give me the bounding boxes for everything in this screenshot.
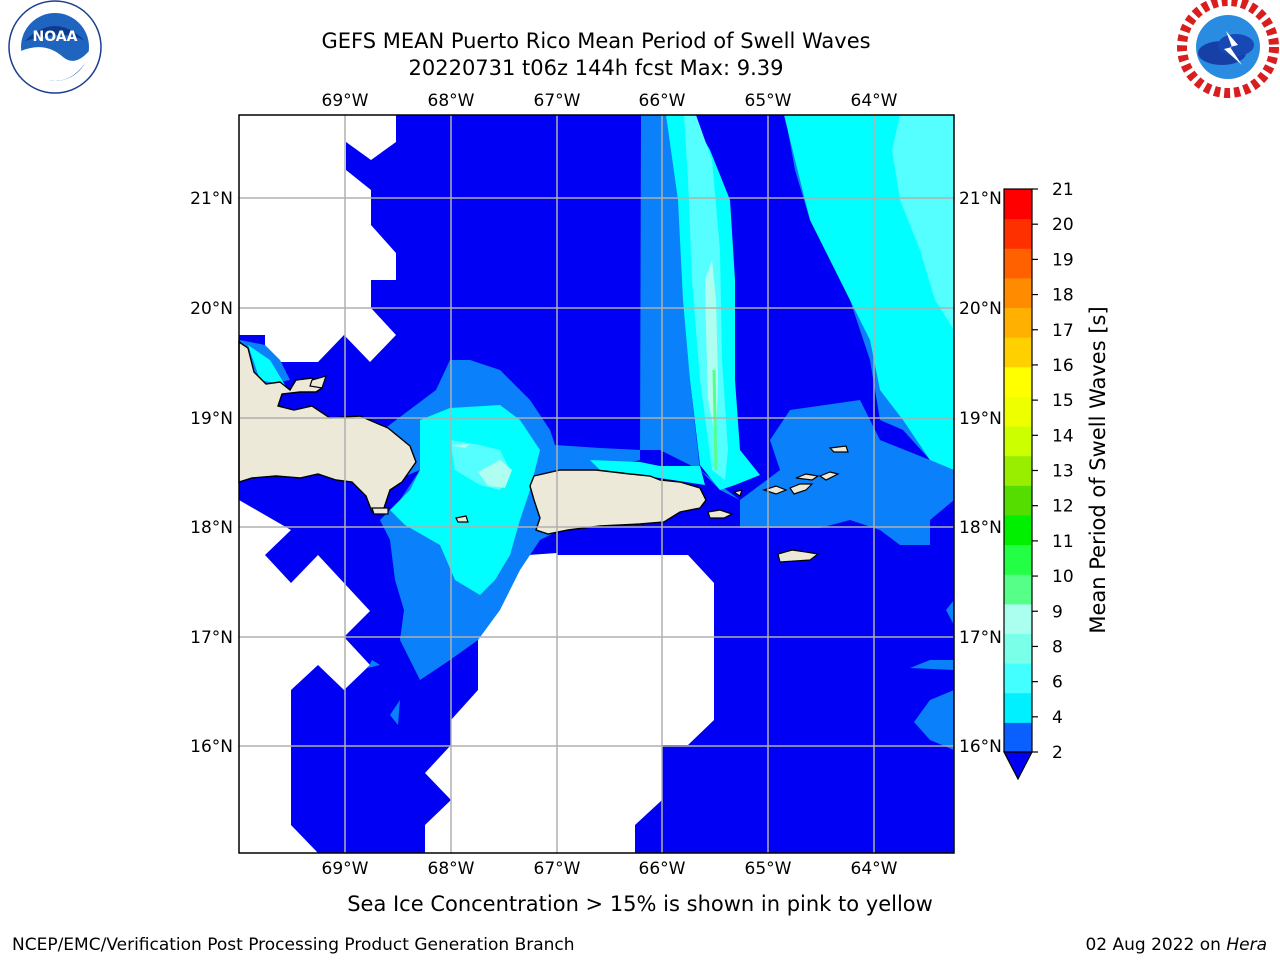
colorbar-segment	[1004, 692, 1032, 723]
lon-label-bottom: 68°W	[428, 859, 475, 879]
land-hispaniola	[238, 340, 417, 513]
colorbar-tick-label: 6	[1052, 673, 1063, 693]
lat-label-right: 21°N	[959, 189, 1002, 209]
colorbar-segment	[1004, 455, 1032, 486]
colorbar-tick-label: 4	[1052, 708, 1063, 728]
colorbar-segment	[1004, 426, 1032, 457]
lat-label-right: 19°N	[959, 409, 1002, 429]
colorbar-segment	[1004, 663, 1032, 694]
map-frame	[238, 114, 955, 854]
lat-label-left: 18°N	[190, 518, 233, 538]
footer-branch-text: NCEP/EMC/Verification Post Processing Pr…	[12, 935, 575, 955]
colorbar-tick-label: 21	[1052, 180, 1074, 200]
colorbar-segments	[1004, 189, 1032, 753]
lat-label-right: 17°N	[959, 628, 1002, 648]
map-plot	[238, 114, 955, 854]
lat-label-right: 20°N	[959, 299, 1002, 319]
colorbar-segment	[1004, 307, 1032, 338]
colorbar-ticks: 21 20 19 18 17 16 15 14 13 12 11 10 9 8 6 4 2	[1032, 180, 1074, 763]
colorbar-label: Mean Period of Swell Waves [s]	[1086, 306, 1110, 633]
colorbar-segment	[1004, 366, 1032, 397]
colorbar-tick-label: 18	[1052, 286, 1074, 306]
lat-label-left: 21°N	[190, 189, 233, 209]
colorbar-tick-label: 16	[1052, 356, 1074, 376]
land-virgin-islands	[762, 445, 849, 563]
colorbar-tick-label: 8	[1052, 637, 1063, 657]
lon-label-top: 67°W	[534, 91, 581, 111]
lon-labels-bottom: 69°W 68°W 67°W 66°W 65°W 64°W	[322, 859, 898, 879]
lat-label-left: 19°N	[190, 409, 233, 429]
colorbar-tick-label: 9	[1052, 602, 1063, 622]
colorbar-tick-label: 11	[1052, 532, 1074, 552]
lon-label-top: 68°W	[428, 91, 475, 111]
colorbar-tick-label: 20	[1052, 215, 1074, 235]
colorbar-tick-label: 15	[1052, 391, 1074, 411]
land-vieques	[707, 509, 734, 519]
nws-logo-icon	[1177, 0, 1279, 98]
noaa-logo-icon: NOAA	[8, 0, 102, 94]
colorbar-segment	[1004, 189, 1032, 220]
colorbar: 21 20 19 18 17 16 15 14 13 12 11 10 9 8 6 4 2 Mean Perio…	[1003, 180, 1110, 781]
colorbar-tick-label: 19	[1052, 250, 1074, 270]
map-title-line2: 20220731 t06z 144h fcst Max: 9.39	[409, 56, 784, 80]
colorbar-tick-label: 12	[1052, 497, 1074, 517]
lat-labels-left: 21°N 20°N 19°N 18°N 17°N 16°N	[190, 189, 233, 757]
lat-label-right: 16°N	[959, 737, 1002, 757]
footer-host: Hera	[1226, 935, 1267, 955]
lat-label-right: 18°N	[959, 518, 1002, 538]
colorbar-tick-label: 14	[1052, 426, 1074, 446]
colorbar-segment	[1004, 722, 1032, 753]
colorbar-segment	[1004, 603, 1032, 634]
land-saona-island	[371, 507, 389, 515]
lon-label-bottom: 67°W	[534, 859, 581, 879]
lat-label-left: 16°N	[190, 737, 233, 757]
lon-label-top: 69°W	[322, 91, 369, 111]
lon-label-bottom: 66°W	[639, 859, 686, 879]
colorbar-tick-label: 10	[1052, 567, 1074, 587]
colorbar-segment	[1004, 218, 1032, 249]
lon-labels-top: 69°W 68°W 67°W 66°W 65°W 64°W	[322, 91, 898, 111]
colorbar-tick-label: 2	[1052, 743, 1063, 763]
colorbar-segment	[1004, 337, 1032, 368]
colorbar-segment	[1004, 514, 1032, 546]
contour-10-line	[712, 369, 718, 471]
colorbar-segment	[1004, 574, 1032, 605]
colorbar-tick-label: 13	[1052, 462, 1074, 482]
footer-date: 02 Aug 2022 on	[1085, 935, 1226, 955]
lon-label-bottom: 69°W	[322, 859, 369, 879]
lat-label-left: 17°N	[190, 628, 233, 648]
land-mona-island	[455, 515, 469, 523]
lat-label-left: 20°N	[190, 299, 233, 319]
land-tortuga-island	[309, 375, 327, 389]
lon-label-top: 65°W	[745, 91, 792, 111]
colorbar-segment	[1004, 248, 1032, 279]
lon-label-bottom: 65°W	[745, 859, 792, 879]
colorbar-tick-label: 17	[1052, 321, 1074, 341]
colorbar-segment	[1004, 633, 1032, 664]
colorbar-segment	[1004, 485, 1032, 516]
colorbar-segment	[1004, 396, 1032, 427]
land-culebra	[732, 489, 743, 497]
map-gridlines	[239, 115, 954, 853]
sea-ice-note: Sea Ice Concentration > 15% is shown in …	[347, 892, 933, 916]
footer-date-text: 02 Aug 2022 on Hera	[1085, 935, 1267, 955]
noaa-logo-text: NOAA	[33, 29, 78, 45]
colorbar-extend-triangle	[1003, 751, 1033, 781]
lon-label-bottom: 64°W	[851, 859, 898, 879]
colorbar-segment	[1004, 544, 1032, 575]
lat-labels-right: 21°N 20°N 19°N 18°N 17°N 16°N	[959, 189, 1002, 757]
lon-label-top: 66°W	[639, 91, 686, 111]
lon-label-top: 64°W	[851, 91, 898, 111]
map-title-line1: GEFS MEAN Puerto Rico Mean Period of Swe…	[321, 29, 870, 53]
colorbar-segment	[1004, 277, 1032, 309]
